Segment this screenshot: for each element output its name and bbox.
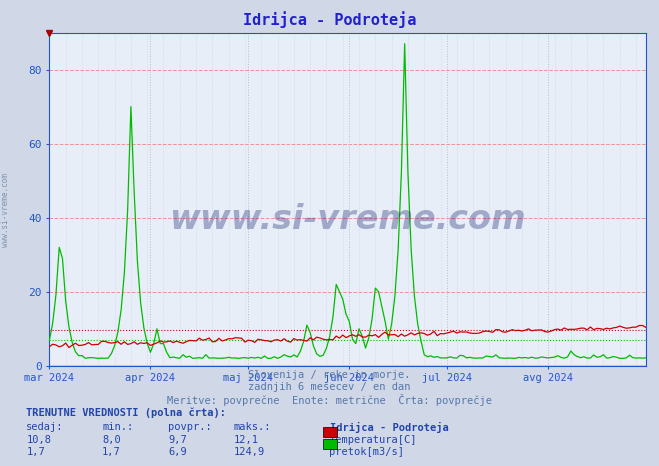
Text: Slovenija / reke in morje.: Slovenija / reke in morje. [248,370,411,380]
Text: TRENUTNE VREDNOSTI (polna črta):: TRENUTNE VREDNOSTI (polna črta): [26,408,226,418]
Text: 1,7: 1,7 [26,447,45,457]
Text: pretok[m3/s]: pretok[m3/s] [330,447,405,457]
Text: zadnjih 6 mesecev / en dan: zadnjih 6 mesecev / en dan [248,382,411,392]
Text: 12,1: 12,1 [234,435,259,445]
Text: 10,8: 10,8 [26,435,51,445]
Text: 124,9: 124,9 [234,447,265,457]
Text: povpr.:: povpr.: [168,422,212,432]
Text: maks.:: maks.: [234,422,272,432]
Text: temperatura[C]: temperatura[C] [330,435,417,445]
Text: 1,7: 1,7 [102,447,121,457]
Text: www.si-vreme.com: www.si-vreme.com [169,203,526,236]
Text: Meritve: povprečne  Enote: metrične  Črta: povprečje: Meritve: povprečne Enote: metrične Črta:… [167,394,492,406]
Text: 6,9: 6,9 [168,447,186,457]
Text: 8,0: 8,0 [102,435,121,445]
Text: www.si-vreme.com: www.si-vreme.com [1,173,10,247]
Text: 9,7: 9,7 [168,435,186,445]
Text: Idrijca - Podroteja: Idrijca - Podroteja [243,12,416,28]
Text: Idrijca - Podroteja: Idrijca - Podroteja [330,422,448,433]
Text: sedaj:: sedaj: [26,422,64,432]
Text: min.:: min.: [102,422,133,432]
